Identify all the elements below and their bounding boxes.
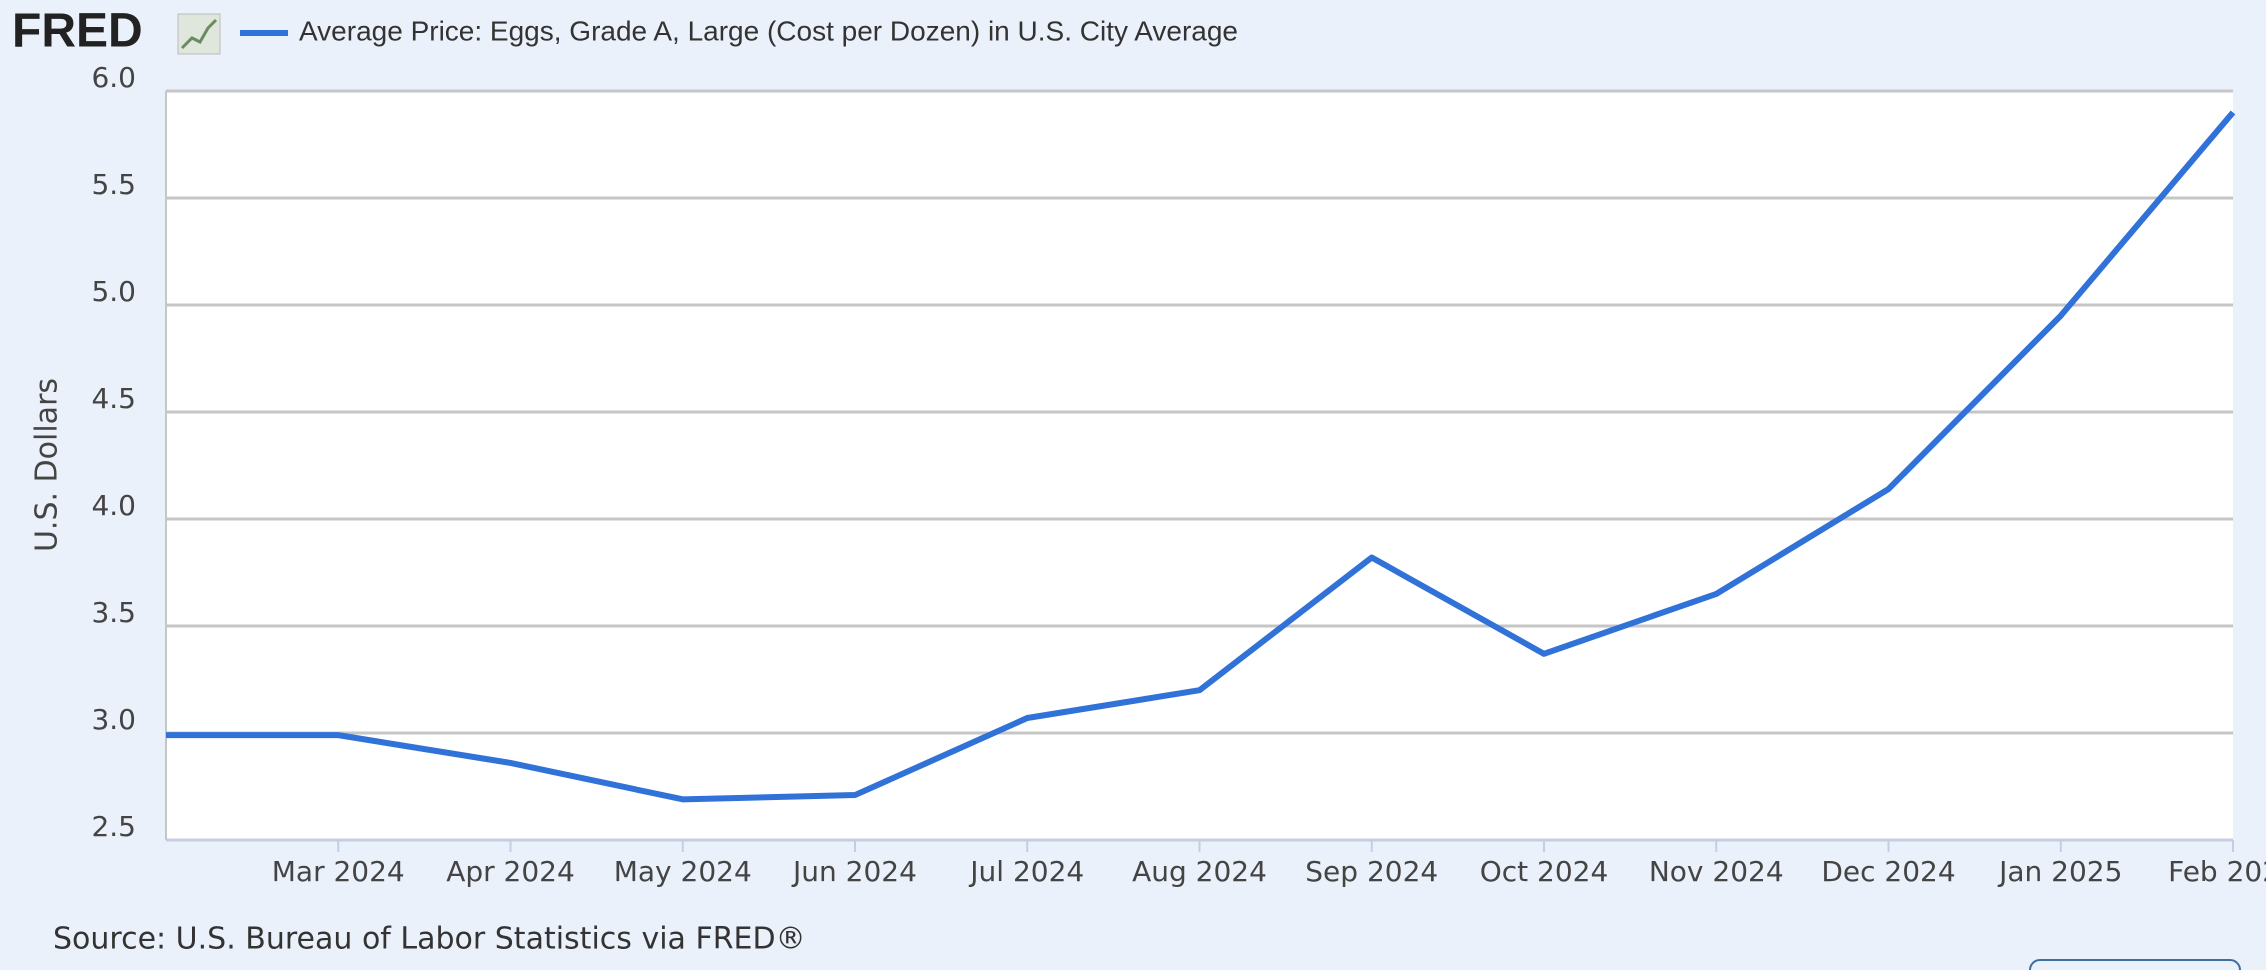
legend-label: Average Price: Eggs, Grade A, Large (Cos… <box>299 15 1238 46</box>
y-tick-label: 3.0 <box>91 703 136 736</box>
x-tick-label: Apr 2024 <box>446 855 575 888</box>
x-tick-label: Jan 2025 <box>1997 855 2122 888</box>
y-tick-label: 4.5 <box>91 382 136 415</box>
logo-icon <box>177 13 221 55</box>
x-tick-label: Nov 2024 <box>1649 855 1784 888</box>
logo-icon-line <box>180 18 218 50</box>
y-tick-label: 2.5 <box>91 810 136 843</box>
x-tick-label: Dec 2024 <box>1821 855 1955 888</box>
y-tick-label: 3.5 <box>91 596 136 629</box>
plot-area <box>166 91 2233 840</box>
y-tick-label: 4.0 <box>91 489 136 522</box>
y-tick-label: 5.0 <box>91 275 136 308</box>
logo[interactable]: FRED <box>12 5 143 58</box>
x-tick-label: Aug 2024 <box>1132 855 1267 888</box>
button[interactable] <box>2029 959 2241 970</box>
x-tick-label: Jun 2024 <box>791 855 917 888</box>
x-tick-label: Feb 2025 <box>2168 855 2266 888</box>
x-tick-label: May 2024 <box>614 855 752 888</box>
data-line <box>166 110 2236 803</box>
y-tick-label: 6.0 <box>91 61 136 94</box>
y-tick-label: 5.5 <box>91 168 136 201</box>
x-tick-label: Mar 2024 <box>272 855 405 888</box>
y-axis-label: U.S. Dollars <box>30 378 65 552</box>
x-tick-label: Sep 2024 <box>1305 855 1438 888</box>
x-tick-label: Oct 2024 <box>1480 855 1609 888</box>
source-note: Source: U.S. Bureau of Labor Statistics … <box>53 922 806 957</box>
x-tick-label: Jul 2024 <box>968 855 1084 888</box>
